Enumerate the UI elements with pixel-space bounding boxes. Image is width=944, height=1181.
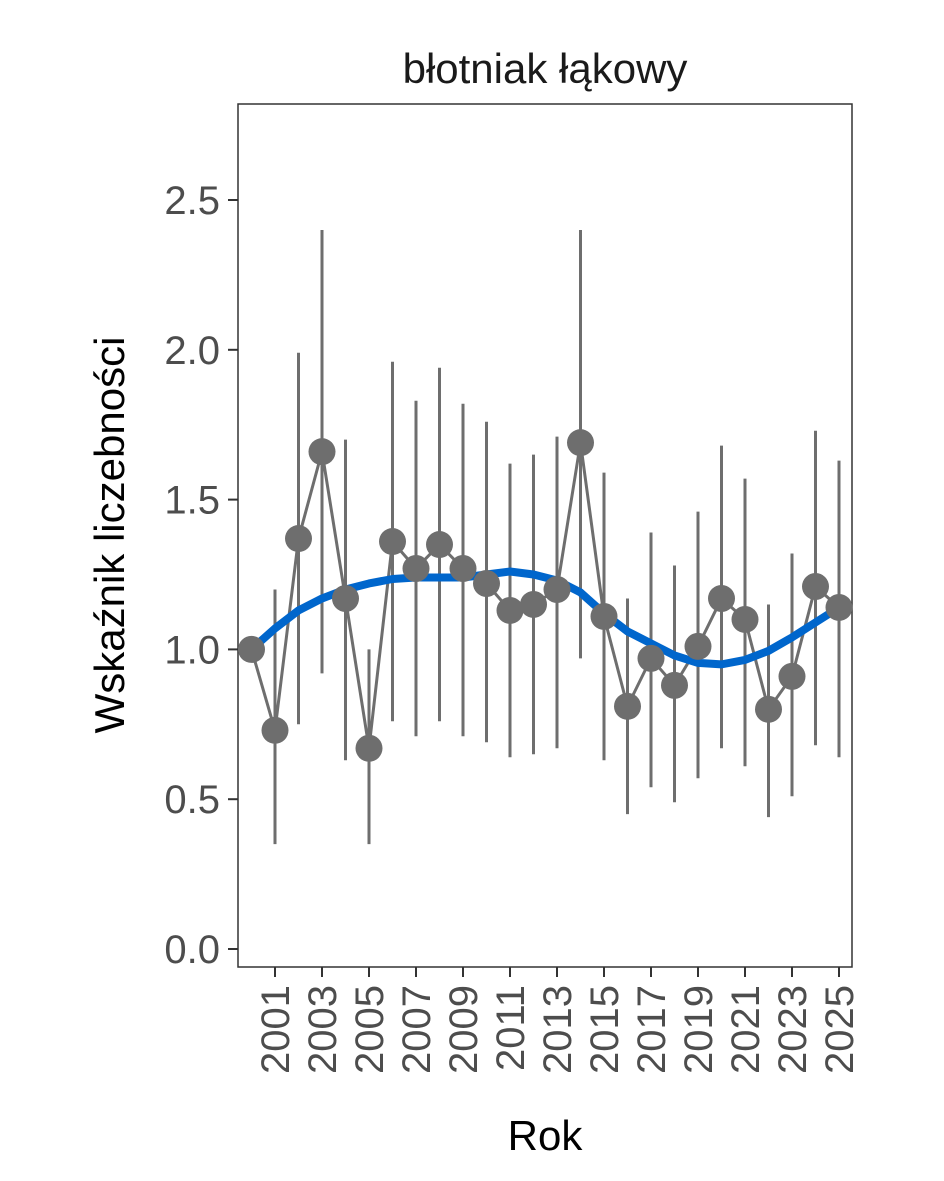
x-axis-title: Rok — [508, 1112, 584, 1159]
x-tick-label: 2015 — [583, 985, 627, 1074]
x-tick-label: 2023 — [771, 985, 815, 1074]
data-point — [332, 584, 359, 612]
data-point — [567, 429, 594, 457]
data-point — [379, 528, 406, 556]
x-tick-label: 2009 — [442, 985, 486, 1074]
data-point — [238, 635, 265, 663]
data-point — [285, 525, 312, 553]
data-point — [590, 602, 618, 630]
x-tick-label: 2003 — [301, 985, 345, 1074]
y-tick-label: 1.5 — [164, 479, 220, 523]
y-tick-label: 1.0 — [164, 628, 220, 672]
x-axis: 2001 2003 2005 2007 2009 2011 2013 2015 2017 2019… — [254, 967, 862, 1074]
data-point — [637, 644, 665, 672]
x-tick-label: 2001 — [254, 985, 298, 1074]
data-point — [496, 596, 524, 624]
data-point — [520, 590, 547, 618]
x-tick-label: 2019 — [677, 985, 721, 1074]
plot-marks — [238, 229, 853, 845]
data-point — [449, 555, 477, 583]
x-tick-label: 2025 — [818, 985, 862, 1074]
data-point — [778, 662, 806, 690]
x-tick-label: 2021 — [724, 985, 768, 1074]
x-tick-label: 2005 — [348, 985, 392, 1074]
y-axis: 0.0 0.5 1.0 1.5 2.0 2.5 — [164, 179, 238, 972]
y-tick-label: 2.0 — [164, 329, 220, 373]
x-tick-label: 2017 — [630, 985, 674, 1074]
plot-panel — [237, 103, 853, 968]
x-tick-label: 2011 — [489, 985, 533, 1071]
data-point — [708, 584, 735, 612]
data-point — [731, 605, 759, 633]
data-point — [543, 575, 571, 603]
x-tick-label: 2007 — [395, 985, 439, 1074]
data-point — [802, 572, 829, 600]
data-point — [661, 671, 688, 699]
data-point — [684, 632, 712, 660]
data-point — [261, 716, 289, 744]
data-point — [755, 695, 782, 723]
x-tick-label: 2013 — [536, 985, 580, 1074]
data-point — [473, 569, 500, 597]
data-point — [355, 734, 383, 762]
data-point — [402, 555, 430, 583]
y-tick-label: 0.5 — [164, 778, 220, 822]
y-tick-label: 2.5 — [164, 179, 220, 223]
chart-title: błotniak łąkowy — [403, 45, 688, 92]
y-axis-title: Wskaźnik liczebności — [86, 337, 133, 734]
data-point — [825, 593, 853, 621]
y-tick-label: 0.0 — [164, 928, 220, 972]
data-point — [308, 438, 336, 466]
data-point — [426, 531, 453, 559]
data-point — [614, 692, 641, 720]
